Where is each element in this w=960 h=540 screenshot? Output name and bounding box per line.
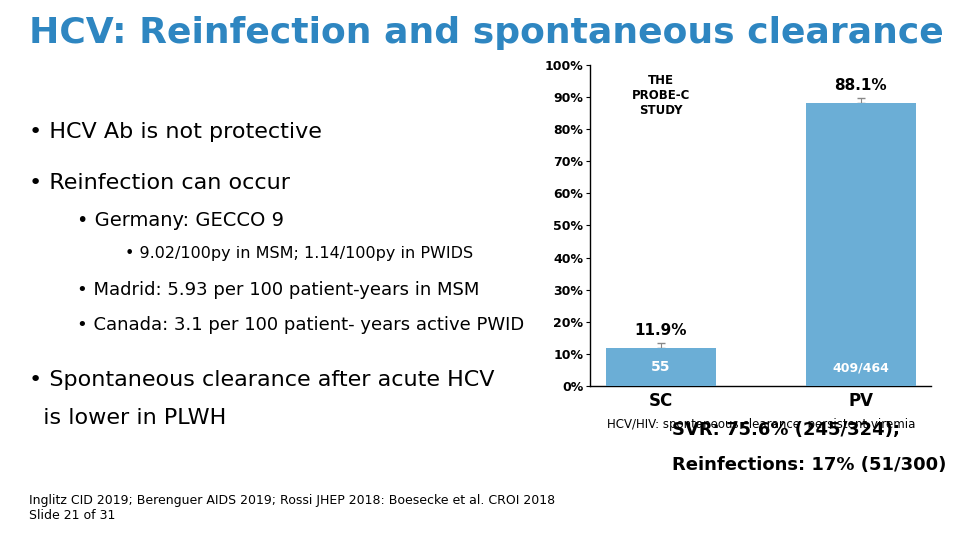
Text: • Germany: GECCO 9: • Germany: GECCO 9 bbox=[77, 211, 284, 229]
Text: • Spontaneous clearance after acute HCV: • Spontaneous clearance after acute HCV bbox=[29, 370, 494, 390]
Bar bbox=[606, 348, 716, 386]
Text: • Canada: 3.1 per 100 patient- years active PWID: • Canada: 3.1 per 100 patient- years act… bbox=[77, 316, 524, 334]
Text: SVR: 75.6% (245/324);: SVR: 75.6% (245/324); bbox=[672, 421, 900, 439]
Text: 409/464: 409/464 bbox=[832, 362, 889, 375]
Bar bbox=[805, 103, 916, 386]
Text: HCV: Reinfection and spontaneous clearance: HCV: Reinfection and spontaneous clearan… bbox=[29, 16, 944, 50]
Text: • Madrid: 5.93 per 100 patient-years in MSM: • Madrid: 5.93 per 100 patient-years in … bbox=[77, 281, 479, 299]
Text: Inglitz CID 2019; Berenguer AIDS 2019; Rossi JHEP 2018: Boesecke et al. CROI 201: Inglitz CID 2019; Berenguer AIDS 2019; R… bbox=[29, 494, 555, 522]
Text: • Reinfection can occur: • Reinfection can occur bbox=[29, 173, 290, 193]
Text: 55: 55 bbox=[651, 360, 671, 374]
Text: THE
PROBE-C
STUDY: THE PROBE-C STUDY bbox=[632, 75, 690, 117]
Text: 11.9%: 11.9% bbox=[635, 323, 687, 338]
Text: • 9.02/100py in MSM; 1.14/100py in PWIDS: • 9.02/100py in MSM; 1.14/100py in PWIDS bbox=[125, 246, 473, 261]
Text: • HCV Ab is not protective: • HCV Ab is not protective bbox=[29, 122, 322, 141]
X-axis label: HCV/HIV: spontaneous clearance  persistent viremia: HCV/HIV: spontaneous clearance persisten… bbox=[607, 418, 915, 431]
Text: 88.1%: 88.1% bbox=[834, 78, 887, 93]
Text: Reinfections: 17% (51/300): Reinfections: 17% (51/300) bbox=[672, 456, 947, 474]
Text: is lower in PLWH: is lower in PLWH bbox=[29, 408, 226, 428]
